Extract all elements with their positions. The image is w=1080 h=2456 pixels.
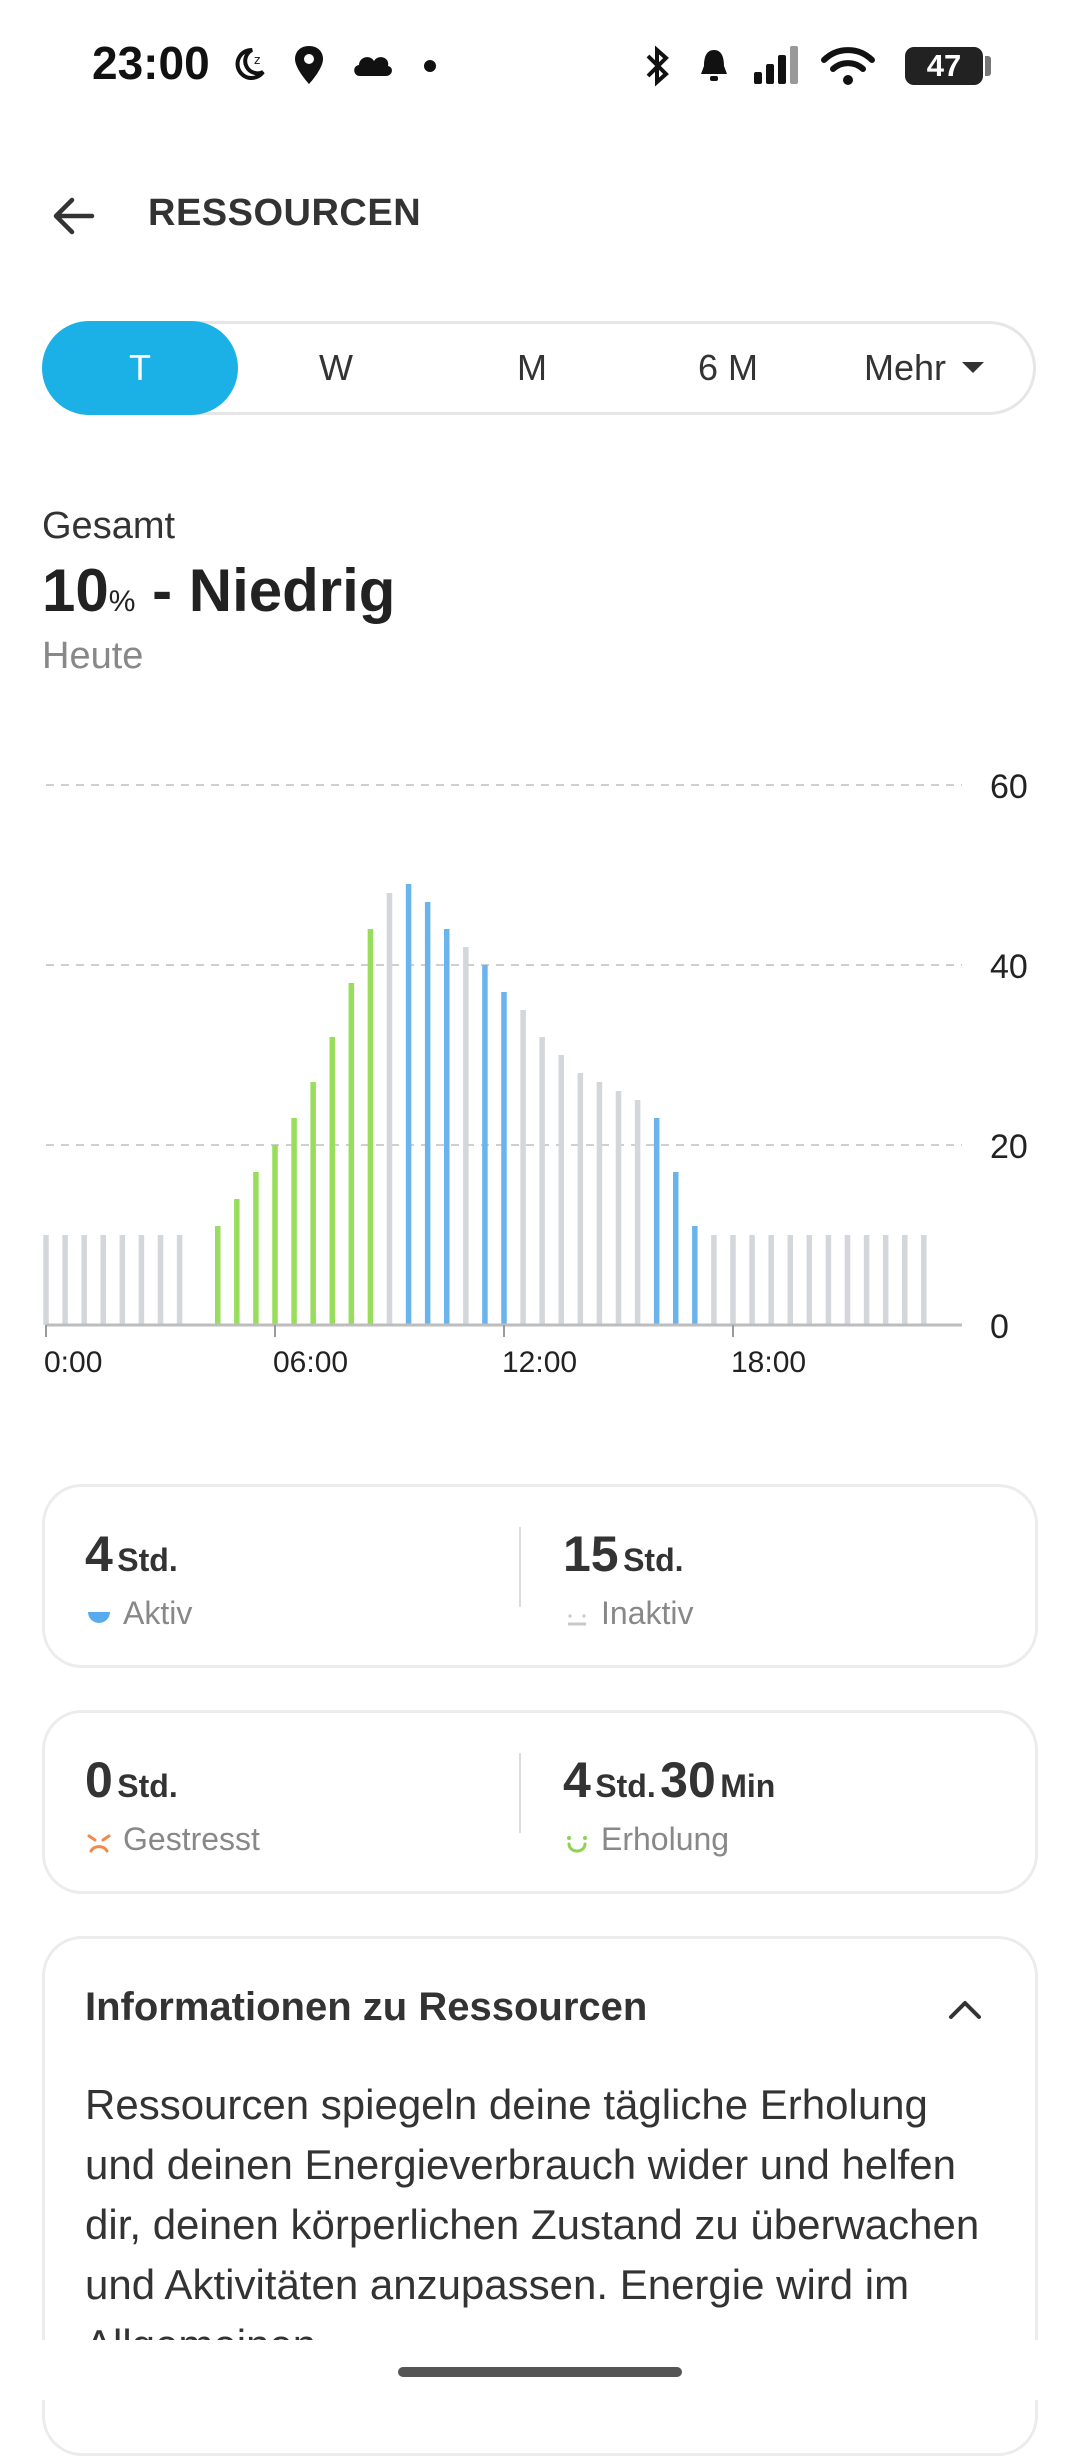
signal-icon	[754, 46, 798, 84]
battery-cap	[985, 56, 991, 76]
stat-recovery-label: Erholung	[601, 1821, 730, 1857]
stat-inactive-unit: Std.	[623, 1542, 684, 1578]
back-button[interactable]	[48, 190, 100, 242]
stat-stressed: 0 Std. Gestresst	[85, 1751, 260, 1857]
stressed-face-icon	[87, 1834, 111, 1853]
bluetooth-icon	[646, 45, 669, 87]
resources-chart: 0 20 40 60 0:00 06:00 12:00 18:00	[43, 768, 1028, 1379]
svg-text:z: z	[254, 53, 260, 67]
battery-icon: 47	[905, 47, 983, 85]
summary-level: - Niedrig	[135, 557, 396, 624]
stress-stats-card: 0 Std. Gestresst 4 Std. 30 Min Erholung	[42, 1710, 1038, 1894]
alarm-icon	[701, 50, 727, 81]
stat-active-label: Aktiv	[123, 1595, 193, 1631]
tab-six-months[interactable]: 6 M	[630, 324, 826, 412]
home-indicator[interactable]	[398, 2367, 682, 2377]
tab-month-label: M	[517, 347, 547, 388]
stat-inactive-label: Inaktiv	[601, 1595, 694, 1631]
tab-more-label: Mehr	[863, 347, 947, 388]
stat-stressed-value: 0	[85, 1752, 113, 1808]
period-tabs: T W M 6 M Mehr	[42, 321, 1036, 415]
stats-divider	[519, 1753, 521, 1833]
stat-inactive: 15 Std. Inaktiv	[563, 1525, 693, 1631]
y-tick-label: 60	[990, 768, 1028, 806]
caret-down-icon	[962, 361, 985, 373]
wifi-icon	[821, 47, 875, 85]
summary-value: 10% - Niedrig	[42, 556, 395, 625]
cloud-icon	[354, 57, 392, 76]
location-icon	[295, 46, 323, 84]
y-tick-label: 40	[990, 948, 1028, 986]
arrow-left-icon	[53, 197, 95, 235]
stat-active: 4 Std. Aktiv	[85, 1525, 192, 1631]
stat-inactive-value: 15	[563, 1526, 619, 1582]
x-tick-label: 18:00	[731, 1346, 806, 1379]
dot-icon	[424, 60, 436, 72]
info-text: Ressourcen spiegeln deine tägliche Erhol…	[85, 2081, 980, 2368]
summary-percent: 10	[42, 557, 109, 624]
moon-icon: z	[235, 47, 265, 80]
stat-recovery-hours-unit: Std.	[595, 1768, 656, 1804]
collapse-button[interactable]	[945, 1995, 985, 2025]
tab-day-label: T	[129, 347, 151, 388]
tab-week[interactable]: W	[238, 324, 434, 412]
tab-week-label: W	[319, 347, 353, 388]
summary-date: Heute	[42, 635, 144, 677]
status-time: 23:00	[92, 37, 210, 89]
info-card: Informationen zu Ressourcen Ressourcen s…	[42, 1936, 1038, 2456]
tab-day[interactable]: T	[42, 321, 238, 415]
activity-stats-card: 4 Std. Aktiv 15 Std. Inaktiv	[42, 1484, 1038, 1668]
stats-divider	[519, 1527, 521, 1607]
y-tick-label: 0	[990, 1308, 1009, 1346]
x-tick-label: 06:00	[273, 1346, 348, 1379]
info-title: Informationen zu Ressourcen	[85, 1985, 648, 2029]
battery-level: 47	[926, 48, 962, 83]
active-face-icon	[88, 1611, 110, 1623]
tab-more[interactable]: Mehr	[826, 324, 1022, 412]
inactive-face-icon	[568, 1613, 586, 1626]
stat-active-value: 4	[85, 1526, 113, 1582]
summary-unit: %	[108, 585, 136, 618]
stat-recovery-minutes: 30	[660, 1752, 716, 1808]
x-tick-label: 12:00	[502, 1346, 577, 1379]
chevron-up-icon	[949, 2001, 981, 2019]
tab-six-months-label: 6 M	[697, 347, 758, 388]
y-tick-label: 20	[990, 1128, 1028, 1166]
status-bar: 23:00 z 47	[0, 0, 1080, 130]
stat-recovery-minutes-unit: Min	[720, 1768, 776, 1804]
page-title: RESSOURCEN	[148, 192, 422, 234]
recovery-face-icon	[567, 1835, 587, 1852]
stat-active-unit: Std.	[117, 1542, 178, 1578]
stat-stressed-unit: Std.	[117, 1768, 178, 1804]
stat-recovery-hours: 4	[563, 1752, 591, 1808]
stat-recovery: 4 Std. 30 Min Erholung	[563, 1751, 776, 1857]
stat-stressed-label: Gestresst	[123, 1821, 260, 1857]
x-tick-label: 0:00	[44, 1346, 102, 1379]
tab-month[interactable]: M	[434, 324, 630, 412]
summary-label: Gesamt	[42, 505, 176, 547]
